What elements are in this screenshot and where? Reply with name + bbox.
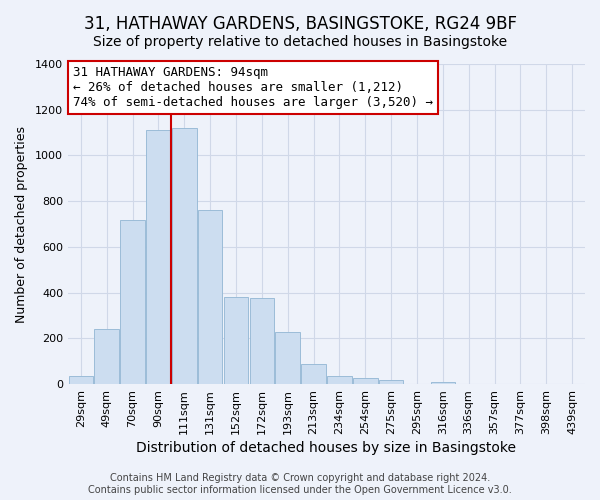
Bar <box>301 364 326 384</box>
Bar <box>198 210 223 384</box>
Bar <box>224 298 248 384</box>
Bar <box>94 330 119 384</box>
Text: 31, HATHAWAY GARDENS, BASINGSTOKE, RG24 9BF: 31, HATHAWAY GARDENS, BASINGSTOKE, RG24 … <box>83 15 517 33</box>
Text: Contains HM Land Registry data © Crown copyright and database right 2024.
Contai: Contains HM Land Registry data © Crown c… <box>88 474 512 495</box>
Bar <box>431 382 455 384</box>
Bar <box>353 378 377 384</box>
X-axis label: Distribution of detached houses by size in Basingstoke: Distribution of detached houses by size … <box>136 441 517 455</box>
Text: Size of property relative to detached houses in Basingstoke: Size of property relative to detached ho… <box>93 35 507 49</box>
Bar <box>275 332 300 384</box>
Bar <box>250 298 274 384</box>
Text: 31 HATHAWAY GARDENS: 94sqm
← 26% of detached houses are smaller (1,212)
74% of s: 31 HATHAWAY GARDENS: 94sqm ← 26% of deta… <box>73 66 433 108</box>
Bar <box>146 130 170 384</box>
Bar <box>68 376 93 384</box>
Bar <box>327 376 352 384</box>
Bar <box>379 380 403 384</box>
Bar <box>120 220 145 384</box>
Y-axis label: Number of detached properties: Number of detached properties <box>15 126 28 322</box>
Bar <box>172 128 197 384</box>
